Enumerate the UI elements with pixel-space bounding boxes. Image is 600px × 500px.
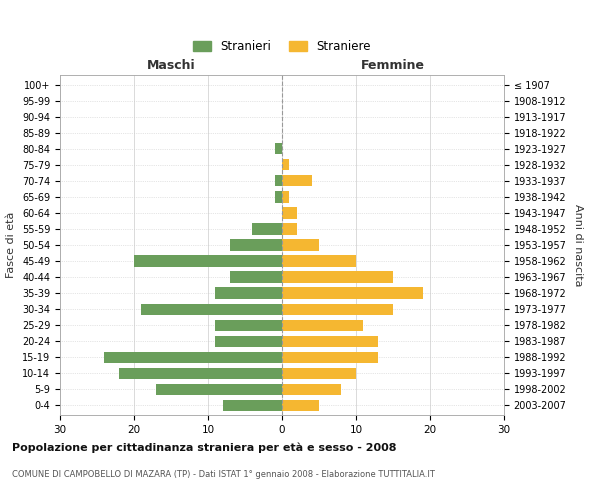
Bar bbox=[104, 352, 282, 363]
Bar bbox=[223, 400, 282, 411]
Y-axis label: Anni di nascita: Anni di nascita bbox=[573, 204, 583, 286]
Bar bbox=[282, 368, 356, 379]
Bar bbox=[282, 336, 378, 347]
Bar bbox=[282, 175, 311, 186]
Bar bbox=[282, 256, 356, 266]
Legend: Stranieri, Straniere: Stranieri, Straniere bbox=[190, 36, 374, 57]
Text: Femmine: Femmine bbox=[361, 58, 425, 71]
Bar bbox=[282, 288, 422, 298]
Bar bbox=[253, 224, 282, 234]
Bar bbox=[142, 304, 282, 315]
Bar bbox=[215, 288, 282, 298]
Bar bbox=[156, 384, 282, 395]
Bar bbox=[282, 240, 319, 250]
Bar bbox=[282, 224, 297, 234]
Bar bbox=[275, 192, 282, 202]
Bar bbox=[282, 159, 289, 170]
Bar bbox=[282, 304, 393, 315]
Bar bbox=[134, 256, 282, 266]
Text: Popolazione per cittadinanza straniera per età e sesso - 2008: Popolazione per cittadinanza straniera p… bbox=[12, 442, 397, 453]
Text: COMUNE DI CAMPOBELLO DI MAZARA (TP) - Dati ISTAT 1° gennaio 2008 - Elaborazione : COMUNE DI CAMPOBELLO DI MAZARA (TP) - Da… bbox=[12, 470, 435, 479]
Bar bbox=[282, 272, 393, 282]
Bar bbox=[215, 336, 282, 347]
Bar bbox=[282, 352, 378, 363]
Bar bbox=[215, 320, 282, 331]
Bar bbox=[119, 368, 282, 379]
Bar bbox=[282, 192, 289, 202]
Bar bbox=[230, 240, 282, 250]
Bar bbox=[275, 143, 282, 154]
Bar bbox=[282, 384, 341, 395]
Bar bbox=[282, 400, 319, 411]
Bar bbox=[275, 175, 282, 186]
Bar bbox=[230, 272, 282, 282]
Bar bbox=[282, 320, 364, 331]
Text: Maschi: Maschi bbox=[146, 58, 196, 71]
Bar bbox=[282, 208, 297, 218]
Y-axis label: Fasce di età: Fasce di età bbox=[7, 212, 16, 278]
